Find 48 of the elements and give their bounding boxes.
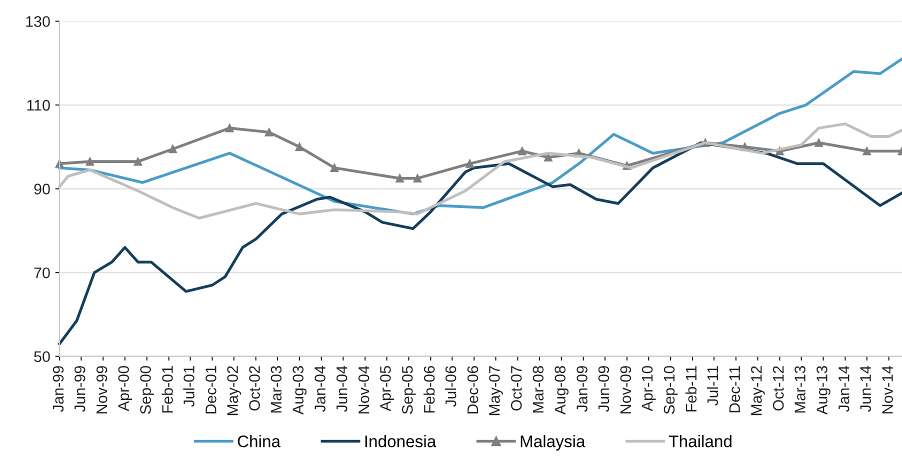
y-tick-label: 130: [26, 16, 50, 27]
x-tick-label: Jul-06: [445, 366, 456, 407]
x-tick-label: Aug-08: [554, 366, 569, 415]
x-tick-label: Nov-04: [358, 366, 370, 414]
x-tick-label: Oct-07: [510, 366, 522, 411]
x-tick-label: Apr-10: [642, 366, 656, 412]
x-tick-label: Jun-99: [74, 366, 86, 412]
y-tick-label: 50: [34, 351, 50, 362]
legend-label: China: [238, 435, 281, 448]
x-tick-label: May-12: [751, 366, 765, 416]
x-tick-label: May-02: [227, 366, 242, 416]
legend-label: Thailand: [668, 435, 732, 448]
legend-label: Indonesia: [365, 435, 436, 448]
x-tick-label: Apr-05: [380, 366, 394, 412]
x-tick-label: Jul-01: [183, 366, 194, 407]
y-tick-label: 70: [34, 267, 50, 278]
y-tick-label: 90: [34, 184, 50, 194]
x-tick-label: Mar-08: [532, 366, 544, 413]
x-tick-label: Nov-09: [620, 366, 632, 414]
x-tick-label: Oct-02: [249, 366, 260, 411]
x-tick-label: Jun-14: [860, 366, 871, 412]
x-tick-label: Sep-10: [664, 366, 678, 414]
x-tick-label: Dec-06: [467, 366, 478, 414]
x-tick-label: Nov-99: [96, 366, 108, 414]
x-tick-label: Aug-13: [816, 366, 830, 415]
x-tick-label: Mar-13: [794, 366, 806, 413]
x-tick-label: Jan-14: [838, 366, 850, 412]
x-tick-label: Sep-05: [402, 366, 416, 414]
x-tick-label: Jan-04: [314, 366, 326, 412]
x-tick-label: Sep-00: [140, 366, 154, 414]
x-tick-label: Nov-14: [882, 366, 893, 414]
x-tick-label: Jun-04: [336, 366, 348, 412]
x-tick-label: Jan-09: [576, 366, 588, 412]
y-tick-label: 110: [27, 100, 50, 111]
x-tick-label: Jun-09: [598, 366, 610, 412]
x-tick-label: Apr-00: [118, 366, 132, 412]
x-tick-label: Mar-03: [270, 366, 282, 413]
x-tick-label: Jul-11: [706, 366, 718, 406]
x-tick-label: Feb-06: [424, 366, 435, 413]
x-tick-label: Aug-03: [292, 366, 307, 415]
x-tick-label: Oct-12: [772, 366, 784, 411]
x-tick-label: Feb-11: [685, 366, 697, 412]
x-tick-label: Dec-01: [206, 366, 216, 414]
x-tick-label: Jan-99: [52, 366, 64, 412]
x-tick-label: Feb-01: [162, 366, 173, 413]
x-tick-label: May-07: [489, 366, 503, 416]
x-tick-label: Dec-11: [729, 366, 740, 412]
legend-label: Malaysia: [520, 435, 586, 451]
